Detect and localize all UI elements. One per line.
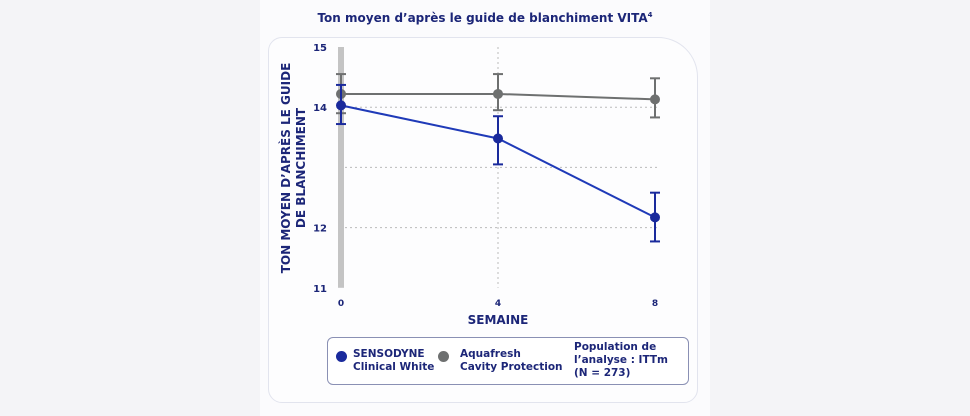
legend-sensodyne: SENSODYNE Clinical White — [353, 348, 435, 373]
x-tick-label: 4 — [495, 299, 501, 309]
data-point — [650, 212, 660, 223]
y-axis-label: TON MOYEN D’APRÈS LE GUIDEDE BLANCHIMENT — [278, 63, 308, 274]
x-tick-label: 8 — [652, 299, 658, 309]
x-tick-label: 0 — [338, 299, 344, 309]
legend: SENSODYNE Clinical White Aquafresh Cavity … — [327, 337, 689, 385]
legend-population: Population de l’analyse : ITTm (N = 273) — [574, 341, 668, 379]
y-tick-label: 14 — [313, 103, 327, 114]
aquafresh-legend-marker — [438, 351, 449, 362]
y-tick-label: 15 — [313, 43, 327, 54]
legend-aquafresh: Aquafresh Cavity Protection — [460, 348, 563, 373]
y-axis-bar — [338, 47, 344, 288]
data-point — [493, 88, 503, 99]
sensodyne-legend-marker — [336, 351, 347, 362]
data-point — [493, 133, 503, 144]
y-tick-label: 12 — [313, 224, 327, 235]
y-tick-label: 11 — [313, 284, 327, 295]
chart-title: Ton moyen d’après le guide de blanchimen… — [317, 11, 653, 25]
data-point — [650, 94, 660, 105]
x-axis-label: SEMAINE — [468, 313, 529, 327]
data-point — [336, 100, 346, 111]
